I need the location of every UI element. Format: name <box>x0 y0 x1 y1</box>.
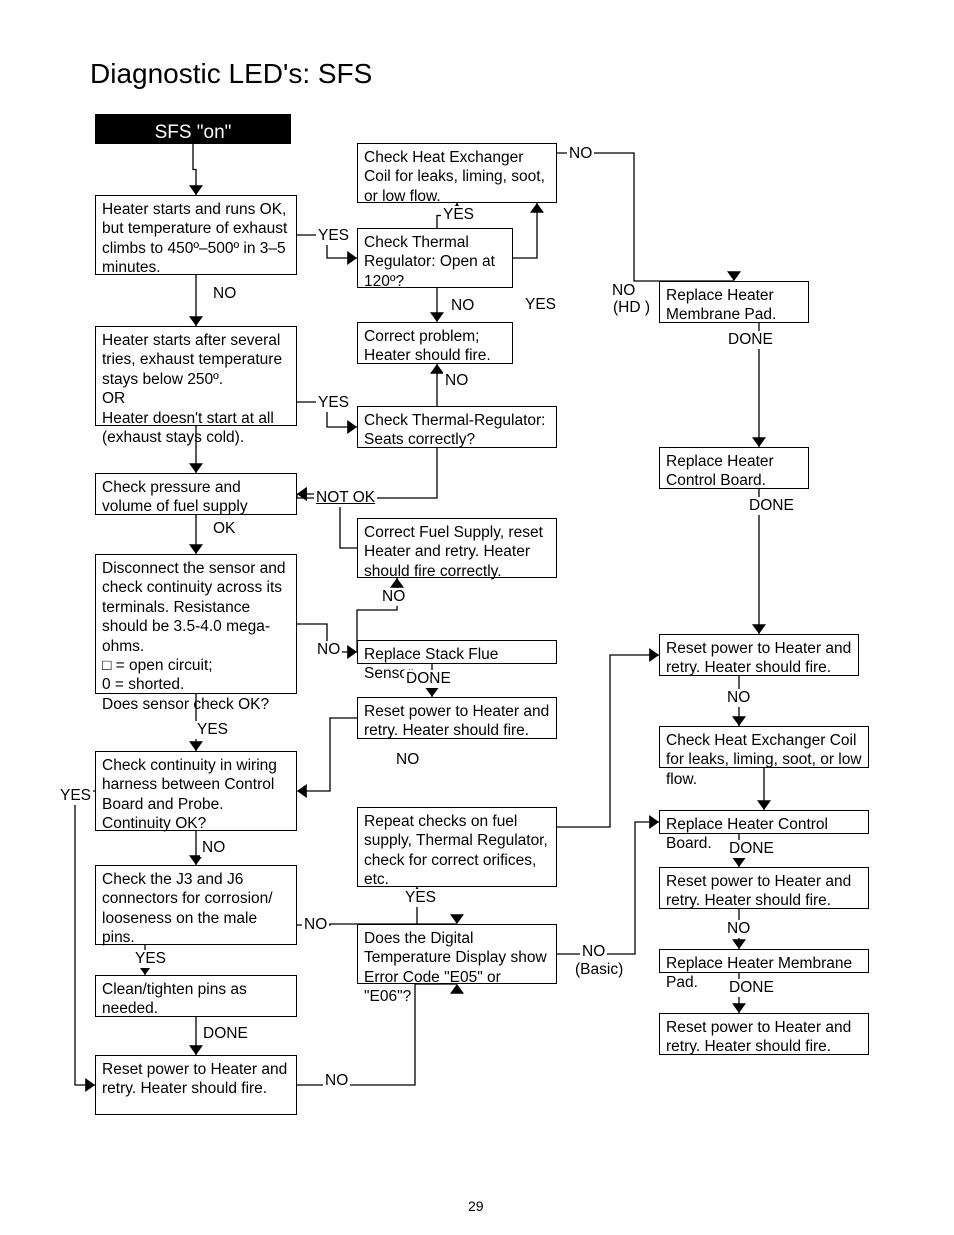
arrowhead <box>727 271 741 281</box>
edge-label-yes1b: YES <box>441 206 476 224</box>
edge-label-yes3: YES <box>316 394 351 412</box>
arrowhead <box>297 784 307 798</box>
arrowhead <box>752 624 766 634</box>
connector-line <box>193 144 196 195</box>
arrowhead <box>85 1078 95 1092</box>
arrowhead <box>530 203 544 213</box>
arrowhead <box>649 815 659 829</box>
edge-label-done2: DONE <box>201 1025 250 1043</box>
edge-label-no1: NO <box>211 285 238 303</box>
arrowhead <box>347 645 357 659</box>
edge-label-no9: NO <box>725 689 752 707</box>
edge-label-yes5: YES <box>58 787 93 805</box>
edge-label-no4: NO <box>315 641 342 659</box>
edge-label-no_hx1: NO <box>567 145 594 163</box>
arrowhead <box>752 437 766 447</box>
edge-label-no10: NO <box>725 920 752 938</box>
arrowhead <box>649 648 659 662</box>
arrowhead <box>450 914 464 924</box>
flow-node-sensor: Disconnect the sensor and check continui… <box>95 554 297 694</box>
connector-line <box>513 203 537 258</box>
edge-label-no7: NO <box>302 916 329 934</box>
flow-node-fuel: Correct Fuel Supply, reset Heater and re… <box>357 518 557 578</box>
flow-node-reset3: Reset power to Heater and retry. Heater … <box>659 634 859 676</box>
arrowhead <box>732 939 746 949</box>
edge-label-done1: DONE <box>404 670 453 688</box>
edge-label-no6: NO <box>200 839 227 857</box>
edge-label-yes2: YES <box>523 296 558 314</box>
edge-label-hd: (HD ) <box>611 299 652 317</box>
arrowhead <box>189 741 203 751</box>
flow-node-board2: Replace Heater Control Board. <box>659 810 869 834</box>
edge-label-yes7: YES <box>133 950 168 968</box>
flow-node-corr1: Correct problem; Heater should fire. <box>357 322 513 364</box>
flow-node-hx1: Check Heat Exchanger Coil for leaks, lim… <box>357 143 557 203</box>
arrowhead <box>297 487 307 501</box>
flow-node-reset1: Reset power to Heater and retry. Heater … <box>357 697 557 739</box>
edge-label-yes1: YES <box>316 227 351 245</box>
arrowhead <box>425 687 439 697</box>
connector-line <box>75 791 95 1085</box>
flow-node-reset2: Reset power to Heater and retry. Heater … <box>95 1055 297 1115</box>
flow-node-board1: Replace Heater Control Board. <box>659 447 809 489</box>
flow-node-cont: Check continuity in wiring harness betwe… <box>95 751 297 831</box>
edge-label-notok: NOT OK <box>314 489 377 507</box>
arrowhead <box>732 716 746 726</box>
arrowhead <box>189 544 203 554</box>
arrowhead <box>347 251 357 265</box>
arrowhead <box>189 316 203 326</box>
connector-line <box>557 822 659 954</box>
flow-node-reset4: Reset power to Heater and retry. Heater … <box>659 867 869 909</box>
arrowhead <box>189 185 203 195</box>
edge-label-no8: NO <box>323 1072 350 1090</box>
flow-node-n1: Heater starts and runs OK, but temperatu… <box>95 195 297 275</box>
edge-label-no_hd: NO <box>610 282 637 300</box>
flow-node-sfsrep: Replace Stack Flue Sensor <box>357 640 557 664</box>
arrowhead <box>297 487 307 501</box>
flow-node-tr2: Check Thermal-Regulator: Seats correctly… <box>357 406 557 448</box>
edge-label-no3: NO <box>443 372 470 390</box>
edge-label-basic: (Basic) <box>573 961 625 979</box>
connector-line <box>297 718 357 791</box>
arrowhead <box>189 463 203 473</box>
arrowhead <box>430 312 444 322</box>
edge-label-ok: OK <box>211 520 237 538</box>
edge-label-done6: DONE <box>727 979 776 997</box>
edge-label-yes6: YES <box>403 889 438 907</box>
page-title: Diagnostic LED's: SFS <box>90 58 372 90</box>
flow-node-clean: Clean/tighten pins as needed. <box>95 975 297 1017</box>
flow-node-memb2: Replace Heater Membrane Pad. <box>659 949 869 973</box>
edge-label-no2: NO <box>449 297 476 315</box>
flow-node-start: SFS "on" <box>95 114 291 144</box>
flow-node-reset5: Reset power to Heater and retry. Heater … <box>659 1013 869 1055</box>
edge-label-done5: DONE <box>727 840 776 858</box>
flow-node-tr1: Check Thermal Regulator: Open at 120º? <box>357 228 513 288</box>
arrowhead <box>189 1045 203 1055</box>
flow-node-hx2: Check Heat Exchanger Coil for leaks, lim… <box>659 726 869 768</box>
flow-node-n2: Heater starts after several tries, exhau… <box>95 326 297 426</box>
arrowhead <box>347 420 357 434</box>
connector-line <box>557 153 734 281</box>
flow-node-repeat: Repeat checks on fuel supply, Thermal Re… <box>357 807 557 887</box>
edge-label-done4: DONE <box>747 497 796 515</box>
edge-label-yes4: YES <box>195 721 230 739</box>
edge-label-done3: DONE <box>726 331 775 349</box>
connector-line <box>557 655 659 827</box>
arrowhead <box>732 1003 746 1013</box>
page-number: 29 <box>468 1198 484 1214</box>
flow-node-press: Check pressure and volume of fuel supply <box>95 473 297 515</box>
edge-label-no_bas: NO <box>580 943 607 961</box>
flow-node-e05: Does the Digital Temperature Display sho… <box>357 924 557 984</box>
arrowhead <box>732 857 746 867</box>
flow-node-memb1: Replace Heater Membrane Pad. <box>659 281 809 323</box>
flow-node-j3j6: Check the J3 and J6 connectors for corro… <box>95 865 297 945</box>
edge-label-no4a: NO <box>380 588 407 606</box>
edge-label-no5: NO <box>394 751 421 769</box>
arrowhead <box>757 800 771 810</box>
